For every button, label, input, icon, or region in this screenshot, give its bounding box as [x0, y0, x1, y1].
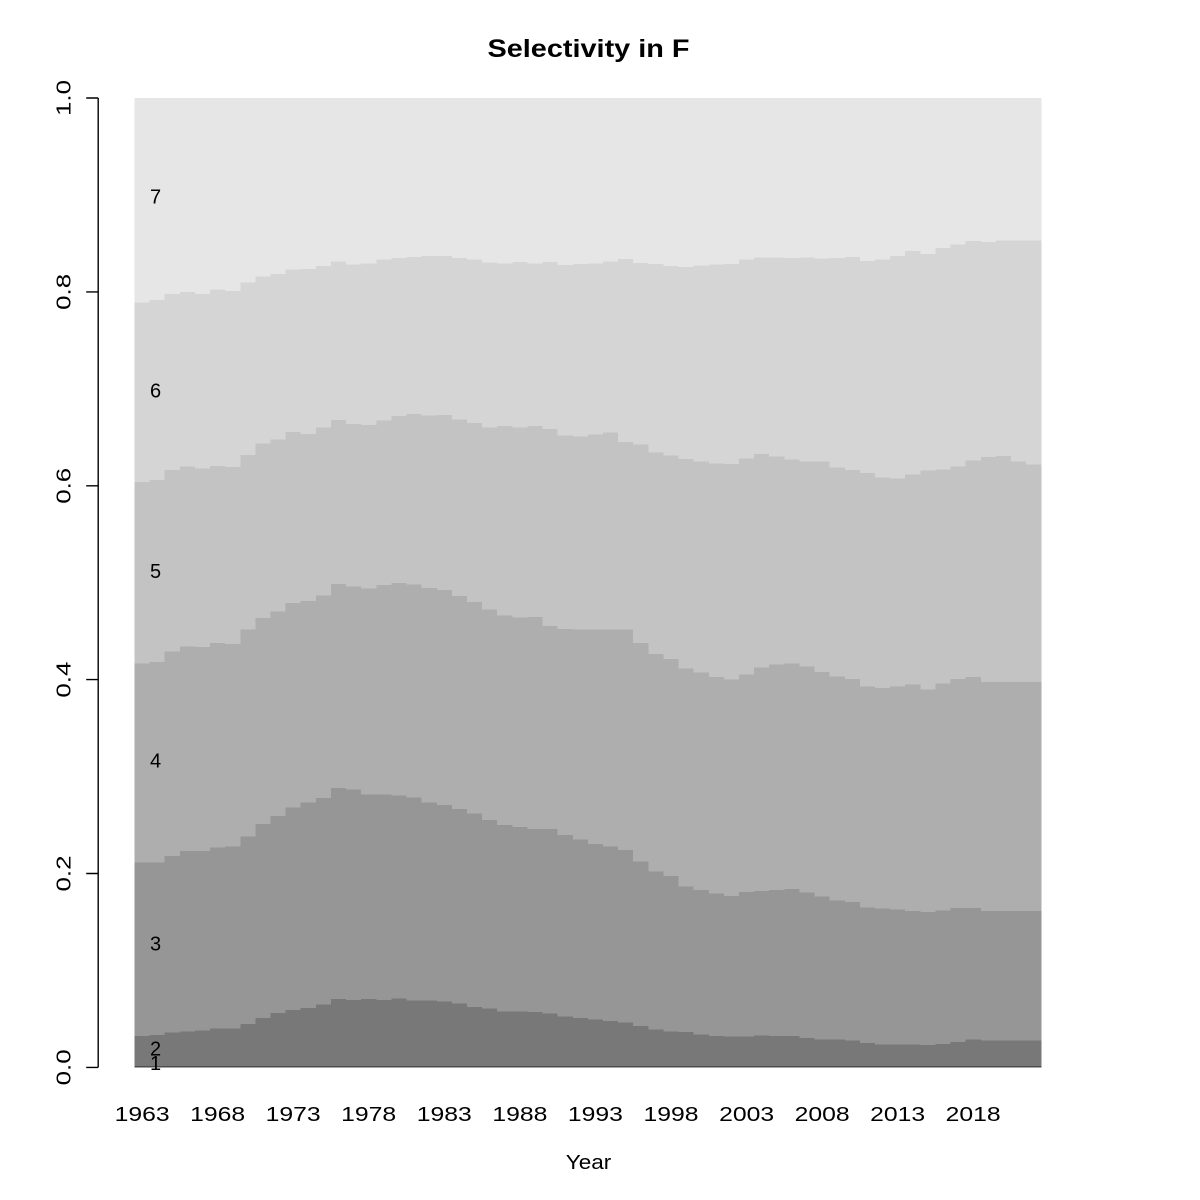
svg-text:Selectivity in F: Selectivity in F	[488, 35, 690, 63]
svg-text:0.6: 0.6	[54, 468, 76, 504]
svg-text:7: 7	[150, 186, 161, 208]
svg-text:0.2: 0.2	[54, 856, 76, 892]
svg-text:2: 2	[150, 1038, 161, 1060]
svg-text:1993: 1993	[568, 1104, 623, 1126]
svg-text:2003: 2003	[719, 1104, 774, 1126]
svg-text:2008: 2008	[795, 1104, 850, 1126]
svg-text:1973: 1973	[266, 1104, 321, 1126]
svg-text:0.0: 0.0	[54, 1049, 76, 1085]
svg-text:1.0: 1.0	[54, 80, 76, 116]
svg-text:0.4: 0.4	[54, 662, 76, 698]
svg-text:3: 3	[150, 933, 161, 955]
svg-text:1978: 1978	[341, 1104, 396, 1126]
svg-text:1968: 1968	[190, 1104, 245, 1126]
svg-text:1: 1	[150, 1053, 161, 1075]
svg-text:0.8: 0.8	[54, 274, 76, 310]
svg-text:4: 4	[150, 750, 161, 772]
svg-text:1983: 1983	[417, 1104, 472, 1126]
svg-text:1963: 1963	[115, 1104, 170, 1126]
svg-text:2013: 2013	[870, 1104, 925, 1126]
svg-text:Year: Year	[566, 1152, 612, 1174]
svg-text:6: 6	[150, 380, 161, 402]
svg-text:1988: 1988	[492, 1104, 547, 1126]
svg-text:5: 5	[150, 561, 161, 583]
svg-text:2018: 2018	[946, 1104, 1001, 1126]
svg-text:1998: 1998	[644, 1104, 699, 1126]
